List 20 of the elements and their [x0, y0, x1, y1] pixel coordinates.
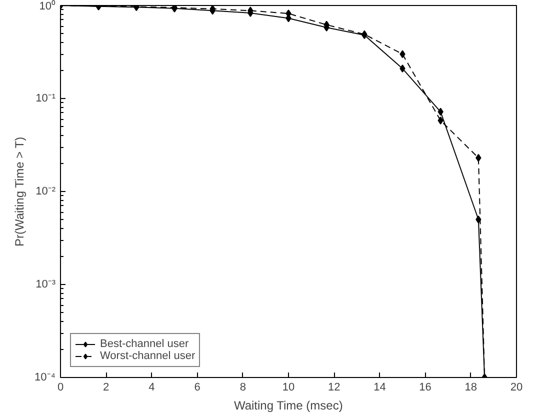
- x-tick-label: 12: [328, 382, 340, 394]
- y-tick-label: 10⁻³: [36, 278, 56, 290]
- y-tick-label: 10⁻⁴: [34, 372, 56, 384]
- y-tick-label: 10⁰: [39, 0, 56, 12]
- x-tick-label: 14: [374, 382, 386, 394]
- legend-label: Best-channel user: [100, 338, 189, 350]
- x-tick-label: 0: [57, 382, 64, 394]
- x-tick-label: 20: [510, 382, 523, 394]
- x-tick-label: 8: [240, 382, 246, 394]
- legend-label: Worst-channel user: [100, 350, 196, 362]
- y-axis-title: Pr(Waiting Time > T): [12, 136, 27, 247]
- x-tick-label: 10: [282, 382, 295, 394]
- x-tick-label: 4: [148, 382, 155, 394]
- y-tick-label: 10⁻²: [36, 186, 56, 198]
- x-tick-label: 16: [419, 382, 432, 394]
- y-tick-label: 10⁻¹: [36, 92, 56, 104]
- x-axis-title: Waiting Time (msec): [234, 398, 343, 412]
- x-tick-label: 6: [194, 382, 200, 394]
- x-tick-label: 18: [464, 382, 478, 394]
- x-tick-label: 2: [103, 382, 110, 394]
